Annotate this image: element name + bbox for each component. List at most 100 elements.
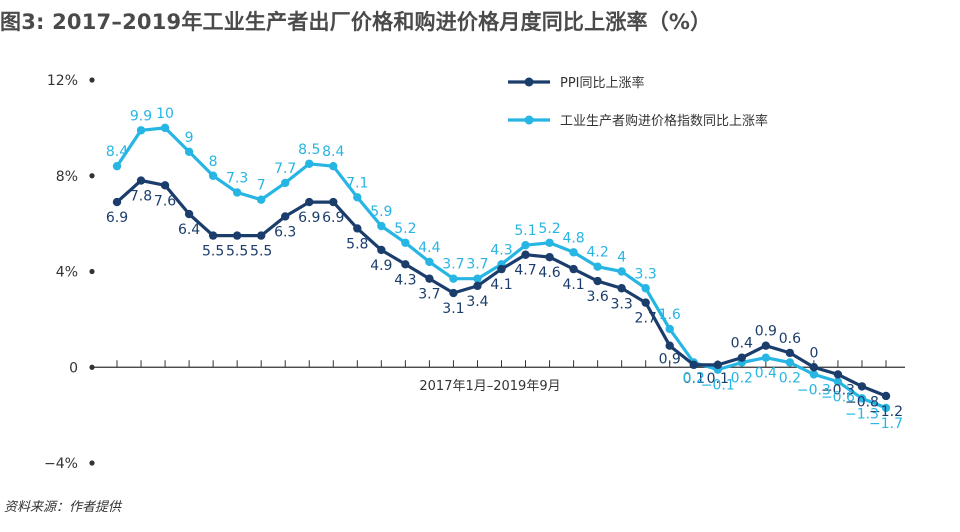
data-label-ppi: −1.2: [869, 404, 903, 420]
data-label-ppi: −0.8: [845, 394, 879, 410]
data-point-purchase: [136, 126, 146, 135]
data-point-purchase: [208, 171, 218, 180]
data-point-ppi: [184, 209, 194, 219]
data-label-purchase: 4.8: [562, 230, 584, 246]
y-tick-label: 4%: [56, 265, 78, 281]
data-point-ppi: [112, 197, 122, 207]
data-point-ppi: [569, 264, 578, 274]
data-point-ppi: [689, 360, 698, 370]
data-label-purchase: 9.9: [130, 108, 152, 124]
legend-marker: [524, 115, 534, 125]
data-point-purchase: [785, 358, 795, 367]
data-label-ppi: 6.4: [178, 222, 200, 238]
data-label-ppi: 4.1: [490, 277, 512, 293]
data-point-ppi: [785, 348, 795, 358]
data-label-purchase: 4: [617, 250, 626, 266]
data-point-purchase: [521, 240, 530, 250]
data-label-ppi: 3.1: [442, 301, 464, 317]
data-point-ppi: [232, 231, 242, 240]
data-point-ppi: [256, 231, 266, 240]
data-label-purchase: −0.3: [797, 382, 831, 398]
data-point-purchase: [833, 377, 843, 386]
data-label-ppi: 7.6: [154, 193, 176, 209]
data-label-purchase: 8.4: [106, 144, 128, 160]
legend-label: PPI同比上涨率: [560, 75, 645, 91]
data-point-ppi: [521, 250, 530, 259]
data-label-purchase: 4.4: [418, 240, 440, 256]
data-label-ppi: 6.9: [298, 210, 320, 226]
x-axis-label: 2017年1月–2019年9月: [419, 379, 560, 394]
data-point-purchase: [112, 161, 122, 171]
data-point-ppi: [281, 212, 290, 221]
data-point-ppi: [305, 197, 314, 207]
data-point-ppi: [593, 276, 602, 286]
data-label-purchase: 5.1: [514, 223, 536, 239]
data-point-ppi: [449, 288, 458, 298]
data-label-ppi: 3.6: [586, 289, 608, 305]
data-label-purchase: 0.2: [683, 370, 705, 386]
data-point-ppi: [809, 363, 819, 372]
data-label-ppi: 4.7: [514, 263, 536, 279]
data-point-purchase: [160, 123, 170, 133]
legend-marker: [524, 77, 534, 87]
data-point-ppi: [160, 181, 170, 190]
data-point-purchase: [281, 178, 290, 188]
data-label-ppi: 4.6: [538, 265, 560, 281]
data-point-purchase: [449, 274, 458, 283]
data-point-purchase: [881, 403, 891, 413]
data-point-purchase: [184, 147, 194, 157]
data-label-purchase: 3.7: [466, 257, 488, 273]
data-label-ppi: 5.5: [202, 244, 224, 260]
data-label-ppi: 0.4: [731, 336, 753, 352]
data-point-ppi: [761, 341, 771, 350]
data-label-purchase: 4.3: [490, 242, 512, 258]
data-point-purchase: [617, 267, 626, 276]
y-tick-label: 12%: [47, 73, 78, 89]
data-label-purchase: −0.6: [821, 390, 855, 406]
data-point-ppi: [665, 341, 674, 350]
data-label-ppi: 0: [809, 345, 818, 361]
data-label-ppi: 2.7: [635, 311, 657, 327]
y-tick-dot: [89, 460, 95, 466]
data-point-purchase: [353, 193, 362, 202]
data-label-purchase: 7.1: [346, 175, 368, 191]
y-tick-dot: [89, 173, 95, 179]
data-label-ppi: 6.9: [106, 210, 128, 226]
y-tick-label: 0: [69, 360, 78, 376]
data-point-purchase: [256, 195, 266, 204]
y-tick-dot: [89, 268, 95, 275]
data-point-purchase: [761, 353, 771, 362]
data-label-purchase: −0.1: [701, 378, 735, 394]
data-point-ppi: [473, 281, 482, 291]
data-label-ppi: 3.3: [611, 296, 633, 312]
data-label-purchase: 0.4: [755, 366, 777, 382]
data-label-purchase: 7.3: [226, 171, 248, 187]
data-label-purchase: 4.2: [586, 245, 608, 261]
data-point-purchase: [545, 238, 554, 247]
data-point-ppi: [425, 274, 434, 283]
data-point-purchase: [569, 248, 578, 257]
data-point-purchase: [857, 394, 867, 403]
data-label-ppi: 5.5: [250, 244, 272, 260]
data-point-ppi: [401, 260, 410, 269]
data-label-purchase: 8.5: [298, 142, 320, 158]
data-label-ppi: 6.9: [322, 210, 344, 226]
data-label-purchase: 3.3: [635, 266, 657, 282]
data-point-ppi: [545, 252, 554, 262]
data-label-ppi: 4.1: [562, 277, 584, 293]
data-label-purchase: 7: [257, 178, 266, 194]
data-label-ppi: 0.9: [659, 352, 681, 368]
data-point-ppi: [737, 353, 747, 362]
data-label-ppi: 6.3: [274, 224, 296, 240]
data-label-purchase: 5.2: [538, 221, 560, 237]
data-label-purchase: 9: [185, 130, 194, 146]
data-label-purchase: 5.2: [394, 221, 416, 237]
data-point-ppi: [617, 284, 626, 293]
data-label-ppi: 4.3: [394, 272, 416, 288]
data-point-ppi: [136, 176, 146, 185]
data-point-purchase: [665, 324, 674, 334]
data-point-ppi: [377, 245, 386, 255]
data-point-ppi: [833, 370, 843, 379]
data-point-purchase: [329, 161, 338, 171]
